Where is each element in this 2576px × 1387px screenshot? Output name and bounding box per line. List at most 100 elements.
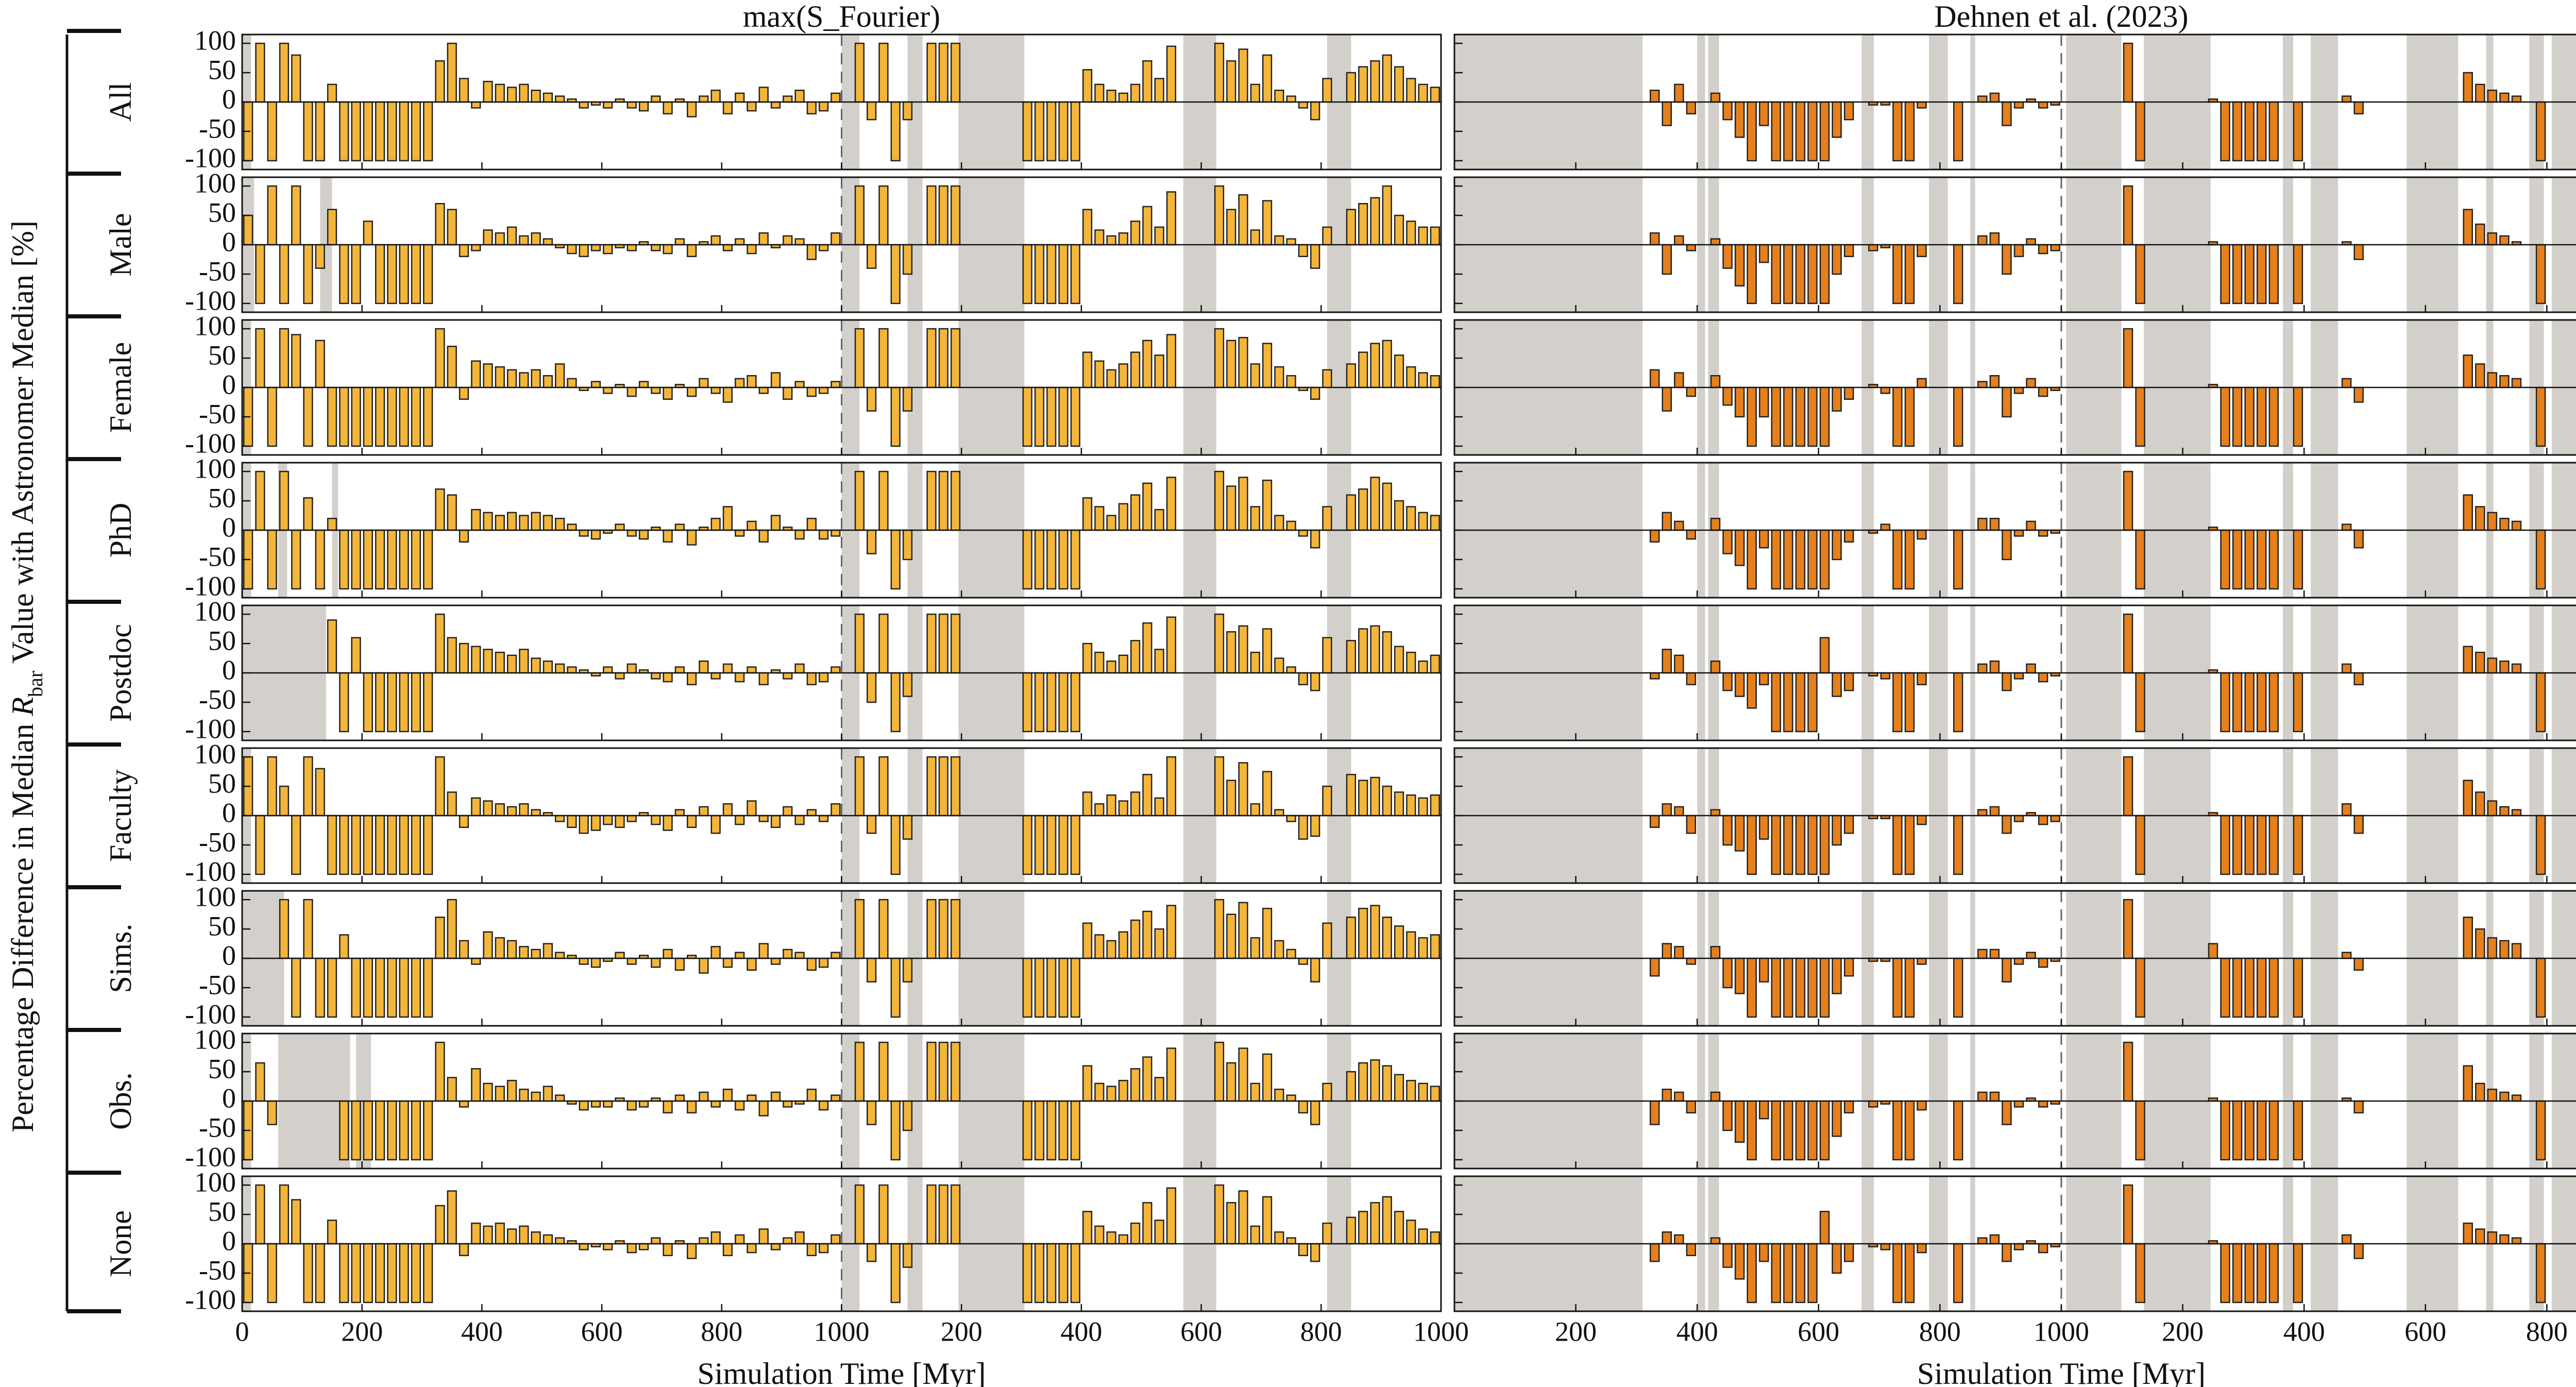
y-tick-label: 0	[222, 512, 236, 543]
bar	[1130, 919, 1141, 959]
bar	[735, 378, 745, 388]
bar	[638, 1243, 649, 1250]
bar	[579, 1243, 589, 1250]
bar	[1274, 940, 1284, 959]
bar	[1238, 194, 1248, 246]
y-tick-label: 0	[222, 226, 236, 257]
bar	[1686, 244, 1697, 251]
bar	[1771, 1100, 1782, 1161]
bar	[831, 232, 841, 246]
bar	[363, 672, 373, 733]
bar	[603, 1243, 613, 1250]
bar	[867, 957, 877, 983]
bar	[447, 42, 457, 103]
bar	[1734, 386, 1745, 418]
bar	[1832, 1100, 1842, 1137]
bar	[375, 815, 385, 875]
bar	[2220, 957, 2230, 1018]
bar	[890, 529, 901, 590]
bar	[1274, 1231, 1284, 1245]
bar	[1662, 101, 1672, 126]
bar	[1046, 529, 1057, 590]
y-tick-label: 100	[194, 596, 236, 627]
bar	[1953, 957, 1963, 1018]
bar	[2135, 815, 2145, 875]
bar	[483, 363, 493, 388]
bar	[1989, 1234, 2000, 1245]
bar	[1783, 1100, 1793, 1161]
bar	[1759, 101, 1769, 126]
y-tick-label: -50	[199, 113, 236, 144]
bar	[1094, 360, 1105, 388]
bar	[1322, 637, 1332, 674]
bar	[1953, 101, 1963, 162]
bar	[1917, 672, 1927, 686]
bar	[626, 101, 637, 109]
bar	[699, 378, 709, 388]
bar	[938, 1041, 948, 1102]
bar	[854, 470, 865, 531]
bar	[1358, 907, 1368, 959]
bar	[1734, 957, 1745, 994]
bar	[1747, 529, 1757, 590]
bar	[1843, 529, 1854, 543]
bar	[363, 221, 373, 246]
bar	[267, 529, 277, 590]
bar	[1807, 244, 1818, 305]
bar	[1226, 914, 1236, 959]
bar	[1370, 625, 1380, 674]
bar	[423, 1100, 433, 1161]
bar	[1904, 1243, 1915, 1304]
bar	[1298, 244, 1309, 258]
bar	[2220, 1243, 2230, 1304]
bar	[2002, 672, 2012, 691]
x-tick-label: 600	[581, 1316, 623, 1347]
bar	[674, 238, 685, 246]
bar	[506, 1228, 517, 1245]
bar	[1082, 1211, 1093, 1245]
bar	[699, 1091, 709, 1102]
bar	[1382, 1065, 1392, 1102]
bar	[291, 54, 301, 103]
bar	[447, 899, 457, 959]
bar	[471, 360, 481, 388]
bar	[1674, 83, 1684, 103]
bar	[1070, 957, 1080, 1018]
bar	[543, 92, 553, 103]
bar	[327, 957, 337, 1018]
bar	[867, 386, 877, 412]
bar	[651, 95, 661, 103]
bar	[483, 80, 493, 103]
bar	[1034, 386, 1045, 447]
bar	[1022, 1243, 1032, 1304]
bar	[1106, 89, 1116, 103]
bar	[1238, 1047, 1248, 1102]
bar	[447, 637, 457, 674]
bar	[1094, 506, 1105, 531]
bar	[1989, 1091, 2000, 1102]
bar	[2535, 957, 2546, 1018]
bar	[1710, 238, 1721, 246]
bar	[1298, 101, 1309, 109]
bar	[2475, 1082, 2485, 1102]
bar	[686, 386, 697, 397]
bar	[2050, 815, 2060, 822]
bar	[1346, 494, 1357, 531]
bar	[291, 957, 301, 1018]
bar	[1807, 957, 1818, 1018]
bar	[1262, 1053, 1273, 1102]
bar	[2535, 1100, 2546, 1161]
bar	[1262, 479, 1273, 531]
bar	[1034, 1243, 1045, 1304]
bar	[747, 800, 757, 817]
bar	[638, 381, 649, 388]
bar	[663, 1100, 673, 1114]
bar	[1310, 529, 1320, 549]
bar	[495, 937, 505, 959]
bar	[1406, 794, 1416, 817]
bar	[2220, 529, 2230, 590]
bar	[1394, 791, 1404, 817]
bar	[1082, 1065, 1093, 1102]
bar	[818, 529, 829, 540]
bar	[890, 244, 901, 305]
